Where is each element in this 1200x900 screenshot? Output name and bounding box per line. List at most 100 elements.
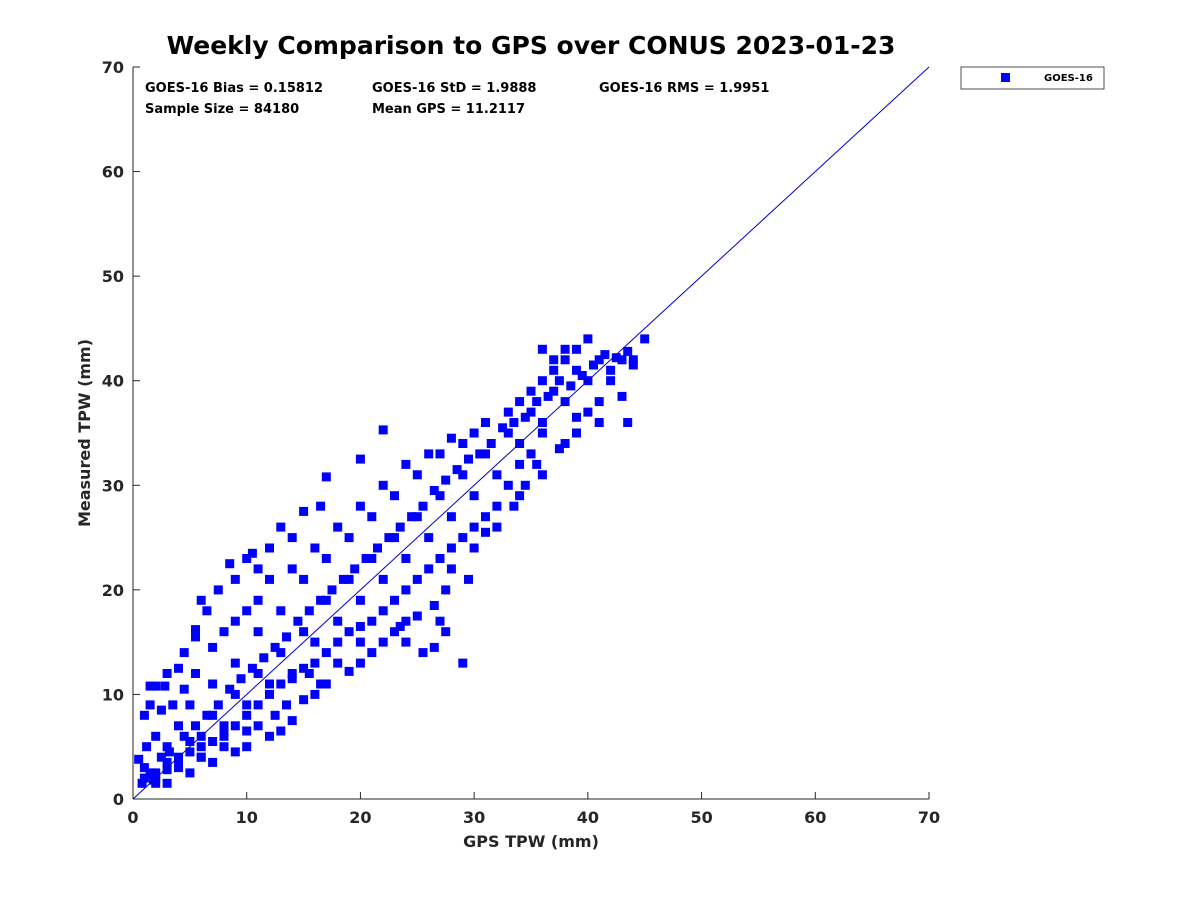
data-point bbox=[208, 737, 218, 746]
data-point bbox=[623, 346, 633, 356]
data-point bbox=[469, 428, 479, 438]
data-point bbox=[560, 344, 570, 354]
data-point bbox=[321, 554, 331, 563]
data-point bbox=[259, 653, 269, 663]
data-point bbox=[253, 627, 263, 637]
data-point bbox=[253, 669, 263, 678]
data-point bbox=[361, 554, 371, 563]
data-point bbox=[276, 522, 286, 532]
data-point bbox=[225, 684, 235, 694]
data-point bbox=[139, 773, 149, 783]
data-point bbox=[310, 637, 320, 647]
data-point bbox=[299, 663, 309, 673]
data-point bbox=[424, 533, 434, 543]
data-point bbox=[537, 428, 547, 438]
data-point bbox=[151, 731, 161, 741]
data-point bbox=[549, 365, 559, 375]
y-tick-label: 50 bbox=[102, 267, 124, 286]
data-point bbox=[554, 376, 564, 386]
data-point bbox=[424, 564, 434, 574]
data-point bbox=[390, 491, 399, 501]
data-point bbox=[179, 648, 189, 658]
data-point bbox=[310, 658, 320, 668]
data-point bbox=[230, 721, 240, 731]
data-point bbox=[270, 642, 280, 652]
data-point bbox=[321, 679, 331, 689]
data-point bbox=[515, 397, 525, 407]
x-tick-label: 30 bbox=[463, 808, 485, 827]
data-point bbox=[162, 669, 172, 678]
y-tick-label: 60 bbox=[102, 163, 124, 182]
data-point bbox=[464, 574, 473, 584]
data-point bbox=[287, 564, 297, 574]
data-point bbox=[174, 663, 183, 673]
data-point bbox=[452, 465, 462, 475]
data-point bbox=[242, 742, 252, 752]
data-point bbox=[503, 407, 513, 417]
data-point bbox=[458, 439, 468, 448]
data-point bbox=[611, 353, 621, 363]
data-point bbox=[160, 681, 170, 691]
data-point bbox=[395, 522, 405, 532]
data-point bbox=[412, 611, 422, 621]
data-point bbox=[594, 355, 604, 365]
data-point bbox=[276, 648, 286, 658]
data-point bbox=[355, 454, 365, 464]
data-point bbox=[407, 512, 417, 522]
data-point bbox=[282, 700, 291, 710]
data-point bbox=[401, 554, 411, 563]
data-point bbox=[162, 765, 172, 775]
data-point bbox=[265, 543, 274, 553]
data-point bbox=[446, 512, 456, 522]
data-point bbox=[316, 595, 326, 605]
legend-marker-square bbox=[1001, 73, 1010, 82]
data-point bbox=[520, 480, 530, 490]
data-point bbox=[162, 742, 172, 752]
data-point bbox=[429, 486, 439, 495]
data-point bbox=[367, 616, 377, 626]
data-point bbox=[253, 700, 263, 710]
data-point bbox=[202, 710, 212, 720]
data-point bbox=[486, 439, 496, 448]
data-point bbox=[441, 627, 451, 637]
data-point bbox=[287, 533, 297, 543]
data-point bbox=[191, 721, 200, 731]
data-point bbox=[355, 595, 365, 605]
x-tick-label: 70 bbox=[918, 808, 940, 827]
legend-box bbox=[960, 66, 1105, 90]
data-point bbox=[549, 386, 559, 396]
data-point bbox=[196, 752, 206, 762]
data-point bbox=[589, 360, 598, 370]
data-point bbox=[458, 533, 468, 543]
data-point bbox=[401, 585, 411, 595]
data-point bbox=[321, 472, 331, 482]
data-point bbox=[230, 574, 240, 584]
one-to-one-line bbox=[132, 66, 930, 800]
x-tick-label: 60 bbox=[804, 808, 826, 827]
data-point bbox=[412, 574, 422, 584]
data-point bbox=[418, 501, 428, 511]
data-point bbox=[265, 689, 274, 699]
data-point bbox=[270, 710, 280, 720]
data-point bbox=[367, 554, 377, 563]
data-point bbox=[196, 742, 206, 752]
data-point bbox=[242, 554, 252, 563]
data-point bbox=[401, 616, 411, 626]
data-point bbox=[276, 606, 286, 616]
stat-std: GOES-16 StD = 1.9888 bbox=[372, 81, 536, 96]
data-point bbox=[458, 658, 468, 668]
data-point bbox=[145, 768, 155, 778]
data-point bbox=[253, 721, 263, 731]
data-point bbox=[299, 574, 309, 584]
data-point bbox=[179, 684, 189, 694]
data-point bbox=[429, 601, 439, 610]
data-point bbox=[208, 679, 218, 689]
data-point bbox=[628, 360, 638, 370]
data-point bbox=[276, 726, 286, 736]
data-point bbox=[418, 648, 428, 658]
data-point bbox=[191, 669, 200, 678]
x-tick-label: 20 bbox=[349, 808, 371, 827]
data-point bbox=[310, 689, 320, 699]
data-point bbox=[378, 425, 388, 435]
